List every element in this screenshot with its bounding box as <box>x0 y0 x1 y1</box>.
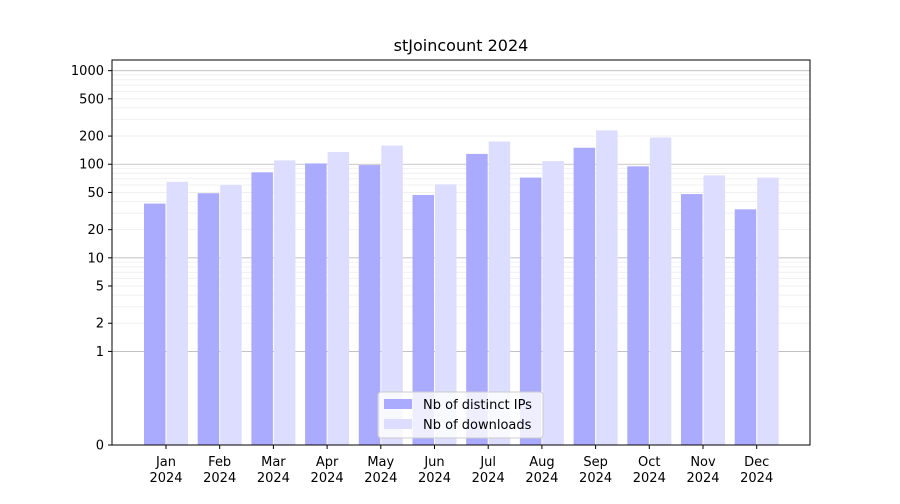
y-tick-label: 200 <box>79 130 104 145</box>
y-tick-label: 0 <box>96 439 104 454</box>
x-tick-label-year: 2024 <box>686 471 719 486</box>
bar-distinct-ips <box>573 147 596 445</box>
y-tick-label: 2 <box>96 317 104 332</box>
y-tick-label: 100 <box>79 158 104 173</box>
x-tick-label-year: 2024 <box>257 471 290 486</box>
x-tick-label-month: Oct <box>638 455 660 470</box>
x-tick-label-month: Sep <box>583 455 608 470</box>
x-tick-label-year: 2024 <box>525 471 558 486</box>
bar-downloads <box>435 184 457 445</box>
legend-box <box>377 391 544 439</box>
bar-distinct-ips <box>251 172 273 446</box>
x-tick-label-year: 2024 <box>633 471 666 486</box>
bar-distinct-ips <box>627 166 649 445</box>
bars <box>144 130 779 446</box>
x-tick-label-year: 2024 <box>364 471 397 486</box>
bar-distinct-ips <box>681 194 703 445</box>
bar-downloads <box>166 181 188 446</box>
x-tick-label-year: 2024 <box>203 471 236 486</box>
x-tick-label-month: Aug <box>529 455 554 470</box>
x-tick-label-month: Mar <box>261 455 286 470</box>
y-tick-label: 20 <box>87 223 104 238</box>
bar-downloads <box>273 160 296 445</box>
x-tick-label-month: Nov <box>690 455 716 470</box>
bar-downloads <box>381 145 403 445</box>
bar-downloads <box>596 130 618 446</box>
y-tick-label: 10 <box>87 251 104 266</box>
x-tick-label-month: Jul <box>479 455 496 470</box>
x-axis: Jan2024Feb2024Mar2024Apr2024May2024Jun20… <box>149 445 773 486</box>
bar-distinct-ips <box>144 203 166 445</box>
x-tick-label-year: 2024 <box>418 471 451 486</box>
bar-distinct-ips <box>412 194 434 445</box>
bar-downloads <box>649 137 672 446</box>
legend-swatch <box>384 419 412 429</box>
bar-downloads <box>488 141 511 445</box>
x-tick-label-month: May <box>367 455 394 470</box>
bar-distinct-ips <box>519 177 542 446</box>
bar-distinct-ips <box>358 165 381 445</box>
x-tick-label-month: Apr <box>316 455 339 470</box>
bar-downloads <box>703 175 725 445</box>
x-tick-label-year: 2024 <box>311 471 344 486</box>
bar-downloads <box>757 177 779 446</box>
bar-distinct-ips <box>466 153 488 446</box>
y-tick-label: 5 <box>96 280 104 295</box>
bar-downloads <box>220 185 242 445</box>
legend-label: Nb of distinct IPs <box>423 398 532 413</box>
plot-frame <box>111 59 811 446</box>
x-tick-label-year: 2024 <box>579 471 612 486</box>
y-tick-label: 500 <box>79 92 104 107</box>
x-tick-label-month: Jun <box>423 455 444 470</box>
x-tick-label-month: Feb <box>208 455 231 470</box>
bar-downloads <box>327 152 350 445</box>
legend-label: Nb of downloads <box>423 418 532 433</box>
x-tick-label-year: 2024 <box>149 471 182 486</box>
legend-swatch <box>384 399 412 409</box>
bar-distinct-ips <box>305 163 327 445</box>
y-tick-label: 1000 <box>71 64 104 79</box>
legend: Nb of distinct IPs Nb of downloads <box>377 391 544 439</box>
y-tick-label: 1 <box>96 345 104 360</box>
y-axis: 0 1 2 5 10 20 50 100 200 500 1000 <box>71 64 112 454</box>
x-tick-label-month: Jan <box>155 455 176 470</box>
y-tick-label: 50 <box>87 186 104 201</box>
x-tick-label-year: 2024 <box>472 471 505 486</box>
x-tick-label-month: Dec <box>744 455 769 470</box>
bar-distinct-ips <box>734 209 757 445</box>
x-tick-label-year: 2024 <box>740 471 773 486</box>
bar-distinct-ips <box>197 193 220 445</box>
chart-title: stJoincount 2024 <box>394 36 529 55</box>
bar-downloads <box>542 161 564 445</box>
